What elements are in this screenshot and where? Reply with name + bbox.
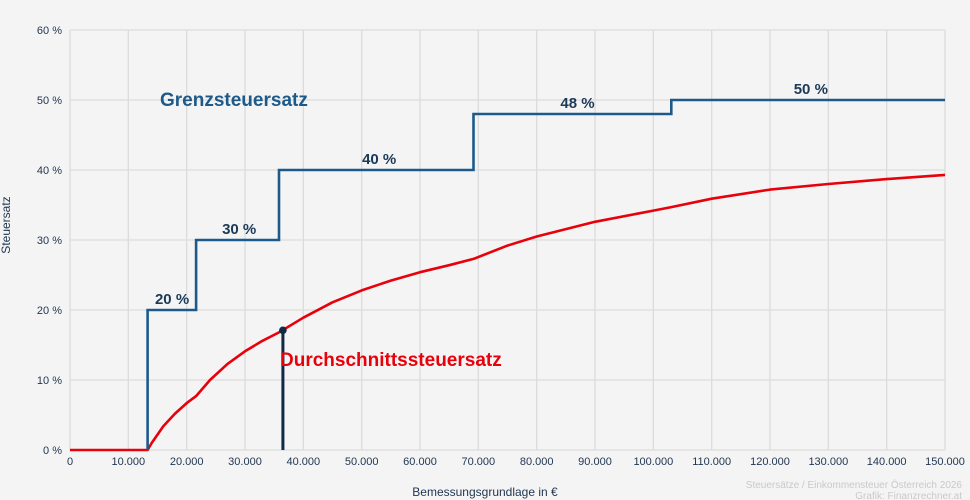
x-axis-ticks: 0 10.000 20.000 30.000 40.000 50.000 60.000 70.… (67, 456, 965, 468)
x-tick-label: 40.000 (287, 456, 321, 468)
x-tick-label: 10.000 (112, 456, 146, 468)
x-tick-label: 130.000 (808, 456, 848, 468)
bracket-label: 30 % (222, 221, 256, 238)
x-tick-label: 20.000 (170, 456, 204, 468)
average-tax-rate-line (70, 173, 946, 452)
bracket-label: 48 % (560, 95, 594, 112)
x-tick-label: 120.000 (750, 456, 790, 468)
y-tick-label: 40 % (37, 165, 62, 177)
y-tick-label: 60 % (37, 25, 62, 37)
credit-line-1: Steuersätze / Einkommensteuer Österreich… (746, 479, 963, 491)
x-tick-label: 0 (67, 456, 73, 468)
x-tick-label: 90.000 (578, 456, 612, 468)
x-axis-title: Bemessungsgrundlage in € (412, 485, 558, 499)
x-tick-label: 50.000 (345, 456, 379, 468)
bracket-labels: 20 % 30 % 40 % 48 % 50 % (155, 81, 828, 308)
y-tick-label: 30 % (37, 235, 62, 247)
bracket-label: 20 % (155, 291, 189, 308)
y-tick-label: 0 % (43, 445, 62, 457)
x-tick-label: 150.000 (925, 456, 965, 468)
x-tick-label: 110.000 (692, 456, 731, 468)
x-tick-label: 60.000 (403, 456, 437, 468)
marker-dot (279, 326, 287, 335)
y-tick-label: 20 % (37, 305, 62, 317)
bracket-label: 50 % (794, 81, 828, 98)
y-tick-label: 10 % (37, 375, 62, 387)
x-tick-label: 140.000 (867, 456, 907, 468)
x-tick-label: 30.000 (228, 456, 262, 468)
x-tick-label: 70.000 (462, 456, 496, 468)
x-tick-label: 100.000 (633, 456, 673, 468)
average-series-label: Durchschnittssteuersatz (280, 350, 502, 371)
credit-line-2: Grafik: Finanzrechner.at (855, 491, 962, 500)
y-axis-title: Steuersatz (0, 196, 13, 253)
y-axis-ticks: 0 % 10 % 20 % 30 % 40 % 50 % 60 % (37, 25, 62, 457)
x-tick-label: 80.000 (520, 456, 554, 468)
marginal-tax-rate-step-line (146, 98, 945, 450)
bracket-label: 40 % (362, 151, 396, 168)
marginal-series-label: Grenzsteuersatz (160, 90, 308, 111)
y-tick-label: 50 % (37, 95, 62, 107)
